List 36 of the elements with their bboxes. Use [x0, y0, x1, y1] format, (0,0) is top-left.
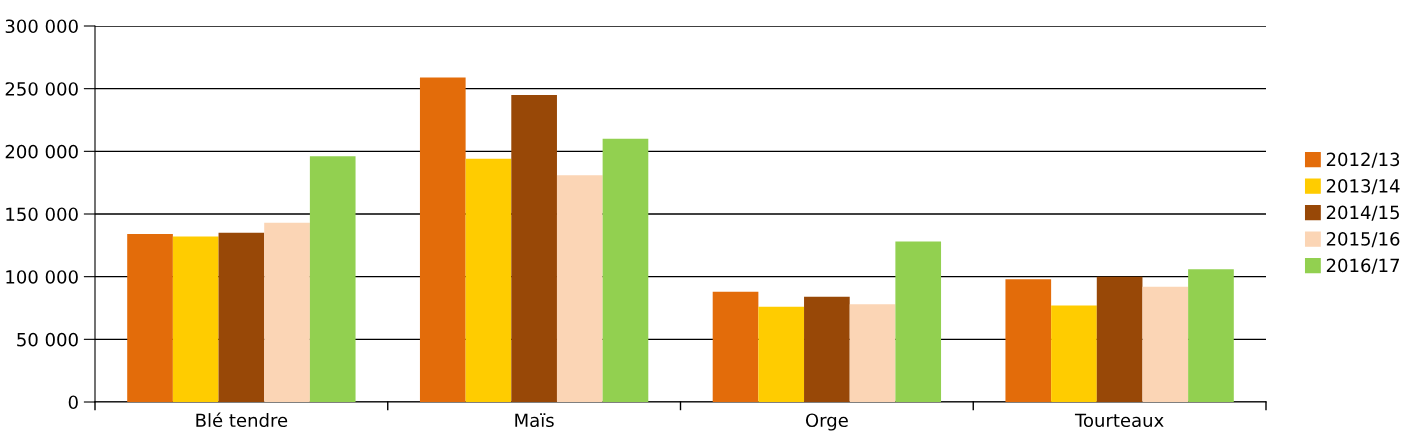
x-tick-label: Blé tendre	[196, 412, 288, 428]
y-tick-label: 200 000	[5, 144, 78, 159]
bar	[1142, 286, 1189, 402]
y-tick-label: 0	[68, 395, 78, 410]
bar	[172, 236, 219, 402]
legend-label: 2012/13	[1326, 152, 1400, 168]
legend-label: 2015/16	[1326, 232, 1400, 248]
bar	[895, 241, 942, 402]
bar	[264, 222, 310, 402]
legend-label: 2016/17	[1326, 258, 1399, 274]
bar	[556, 175, 603, 402]
y-tick-label: 300 000	[5, 19, 78, 34]
y-tick-label: 50 000	[17, 332, 78, 347]
y-tick-label: 150 000	[6, 207, 78, 222]
bar	[465, 158, 512, 402]
bar	[1096, 276, 1143, 402]
y-tick-label: 250 000	[5, 82, 78, 96]
bar	[1051, 305, 1097, 402]
x-tick-label: Maïs	[515, 413, 554, 428]
bar	[602, 138, 649, 402]
bar	[218, 232, 265, 402]
bar	[511, 94, 557, 402]
x-tick-label: Orge	[805, 413, 848, 431]
y-tick-label: 100 000	[6, 270, 78, 284]
bar	[1005, 279, 1052, 402]
x-tick-label: Tourteaux	[1074, 413, 1164, 428]
bar	[712, 291, 759, 402]
bar	[804, 296, 850, 402]
bar	[849, 304, 896, 402]
legend-label: 2013/14	[1326, 179, 1400, 195]
bar	[309, 156, 356, 402]
bar	[127, 234, 173, 402]
bar	[1188, 269, 1234, 402]
legend-label: 2014/15	[1326, 205, 1399, 221]
bar	[419, 77, 466, 402]
bar	[758, 306, 805, 402]
